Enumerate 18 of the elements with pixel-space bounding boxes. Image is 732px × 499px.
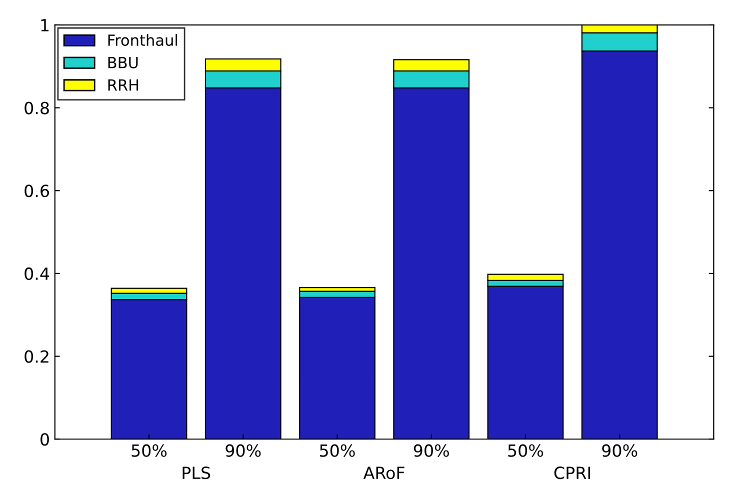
x-tick-label: 90% [602,444,638,457]
legend-label: Fronthaul [108,34,178,46]
x-tick-label: 90% [414,444,449,457]
x-tick-label: 50% [132,444,167,457]
y-tick-label: 1 [41,19,48,32]
text: ARoF [363,466,404,480]
legend-label: BBU [108,57,138,68]
x-tick-label: 50% [320,444,355,457]
x-tick-label: 90% [226,444,261,457]
x-tick-label: 50% [508,444,544,457]
y-tick-label: 0.2 [24,350,48,363]
y-tick-label: 0.8 [24,102,49,114]
y-tick-label: 0.4 [24,267,50,280]
y-tick-label: 0 [40,433,49,446]
text: PLS [182,466,210,480]
y-tick-label: 0.6 [24,184,49,198]
legend-label: RRH [108,79,138,91]
text: CPRI [554,466,590,480]
